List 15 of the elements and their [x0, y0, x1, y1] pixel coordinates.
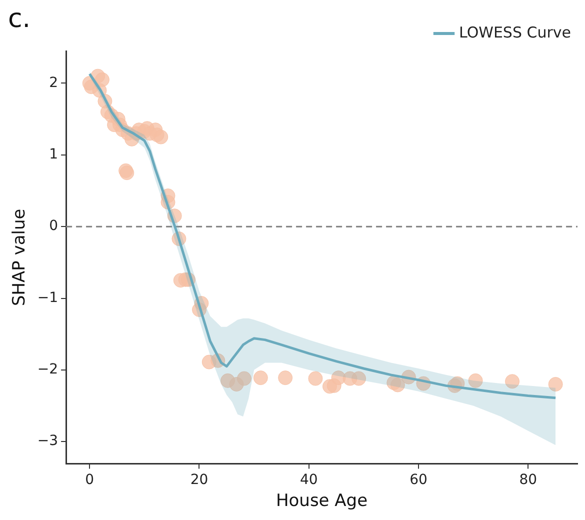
y-tick-label: 2 — [49, 74, 58, 91]
y-axis-title: SHAP value — [10, 208, 30, 306]
x-tick-label: 0 — [85, 472, 94, 488]
x-tick-label: 80 — [519, 472, 538, 488]
y-tick-label: −1 — [37, 290, 58, 306]
y-tick-label: 0 — [49, 218, 58, 234]
x-axis-title: House Age — [276, 491, 368, 512]
text: c. — [8, 4, 31, 34]
x-tick-label: 60 — [410, 472, 428, 488]
legend-label: LOWESS Curve — [459, 23, 572, 42]
x-tick-label: 20 — [190, 472, 208, 488]
y-tick-label: −3 — [37, 433, 58, 450]
y-tick-label: −2 — [37, 362, 58, 378]
x-tick-label: 40 — [300, 472, 318, 488]
y-tick-label: 1 — [49, 146, 58, 163]
